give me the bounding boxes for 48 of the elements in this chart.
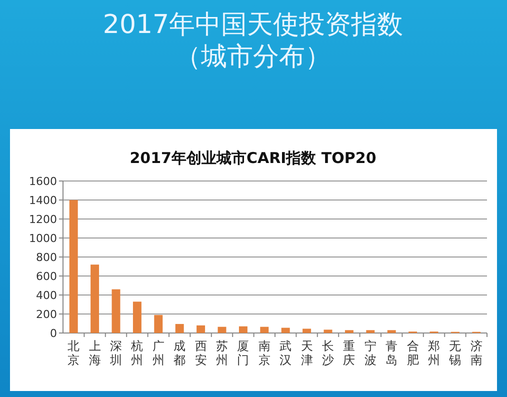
bar xyxy=(344,330,354,333)
x-tick-label: 宁波 xyxy=(364,339,376,367)
bar xyxy=(366,330,375,333)
y-tick-label: 400 xyxy=(36,289,57,302)
x-tick-label: 武汉 xyxy=(280,339,292,367)
bar xyxy=(90,264,100,333)
y-tick-label: 1400 xyxy=(29,194,57,207)
x-tick-label: 苏州 xyxy=(216,339,228,367)
x-tick-label: 合肥 xyxy=(406,339,419,367)
x-tick-label: 济南 xyxy=(470,339,482,367)
bar xyxy=(112,289,120,333)
x-tick-label: 厦门 xyxy=(237,339,250,367)
x-tick-label: 成都 xyxy=(174,339,186,367)
text: 2017年中国天使投资指数 xyxy=(102,10,404,40)
x-tick-label: 长沙 xyxy=(322,339,334,367)
x-tick-label: 广州 xyxy=(152,339,164,367)
x-tick-label: 西安 xyxy=(194,339,207,367)
x-tick-label: 杭州 xyxy=(130,339,144,367)
x-tick-label: 南京 xyxy=(258,339,270,367)
y-tick-label: 200 xyxy=(36,308,57,321)
y-tick-label: 1200 xyxy=(29,213,57,226)
y-tick-label: 0 xyxy=(50,327,57,340)
x-tick-label: 深圳 xyxy=(109,339,122,367)
x-tick-label: 青岛 xyxy=(386,339,398,367)
bar xyxy=(281,328,290,333)
x-tick-label: 郑州 xyxy=(428,339,440,367)
bar xyxy=(196,325,206,333)
bar xyxy=(154,314,163,333)
bar xyxy=(218,326,226,333)
y-tick-label: 600 xyxy=(36,270,57,283)
bar xyxy=(260,326,269,333)
x-tick-label: 北京 xyxy=(68,339,80,367)
bar xyxy=(238,326,248,333)
y-tick-label: 1600 xyxy=(29,175,57,188)
y-tick-label: 1000 xyxy=(29,232,57,245)
bar xyxy=(69,200,78,333)
bar xyxy=(132,302,142,333)
chart-title: 2017年创业城市CARI指数 TOP20 xyxy=(130,149,376,167)
bar xyxy=(175,324,184,333)
x-tick-label: 重庆 xyxy=(343,339,356,367)
text: （城市分布） xyxy=(175,42,331,72)
bar xyxy=(387,330,396,333)
bar xyxy=(324,330,332,333)
x-tick-label: 无锡 xyxy=(448,339,462,367)
x-tick-label: 天津 xyxy=(300,339,313,367)
x-tick-label: 上海 xyxy=(88,339,101,367)
bar xyxy=(302,328,312,333)
y-tick-label: 800 xyxy=(36,251,57,264)
